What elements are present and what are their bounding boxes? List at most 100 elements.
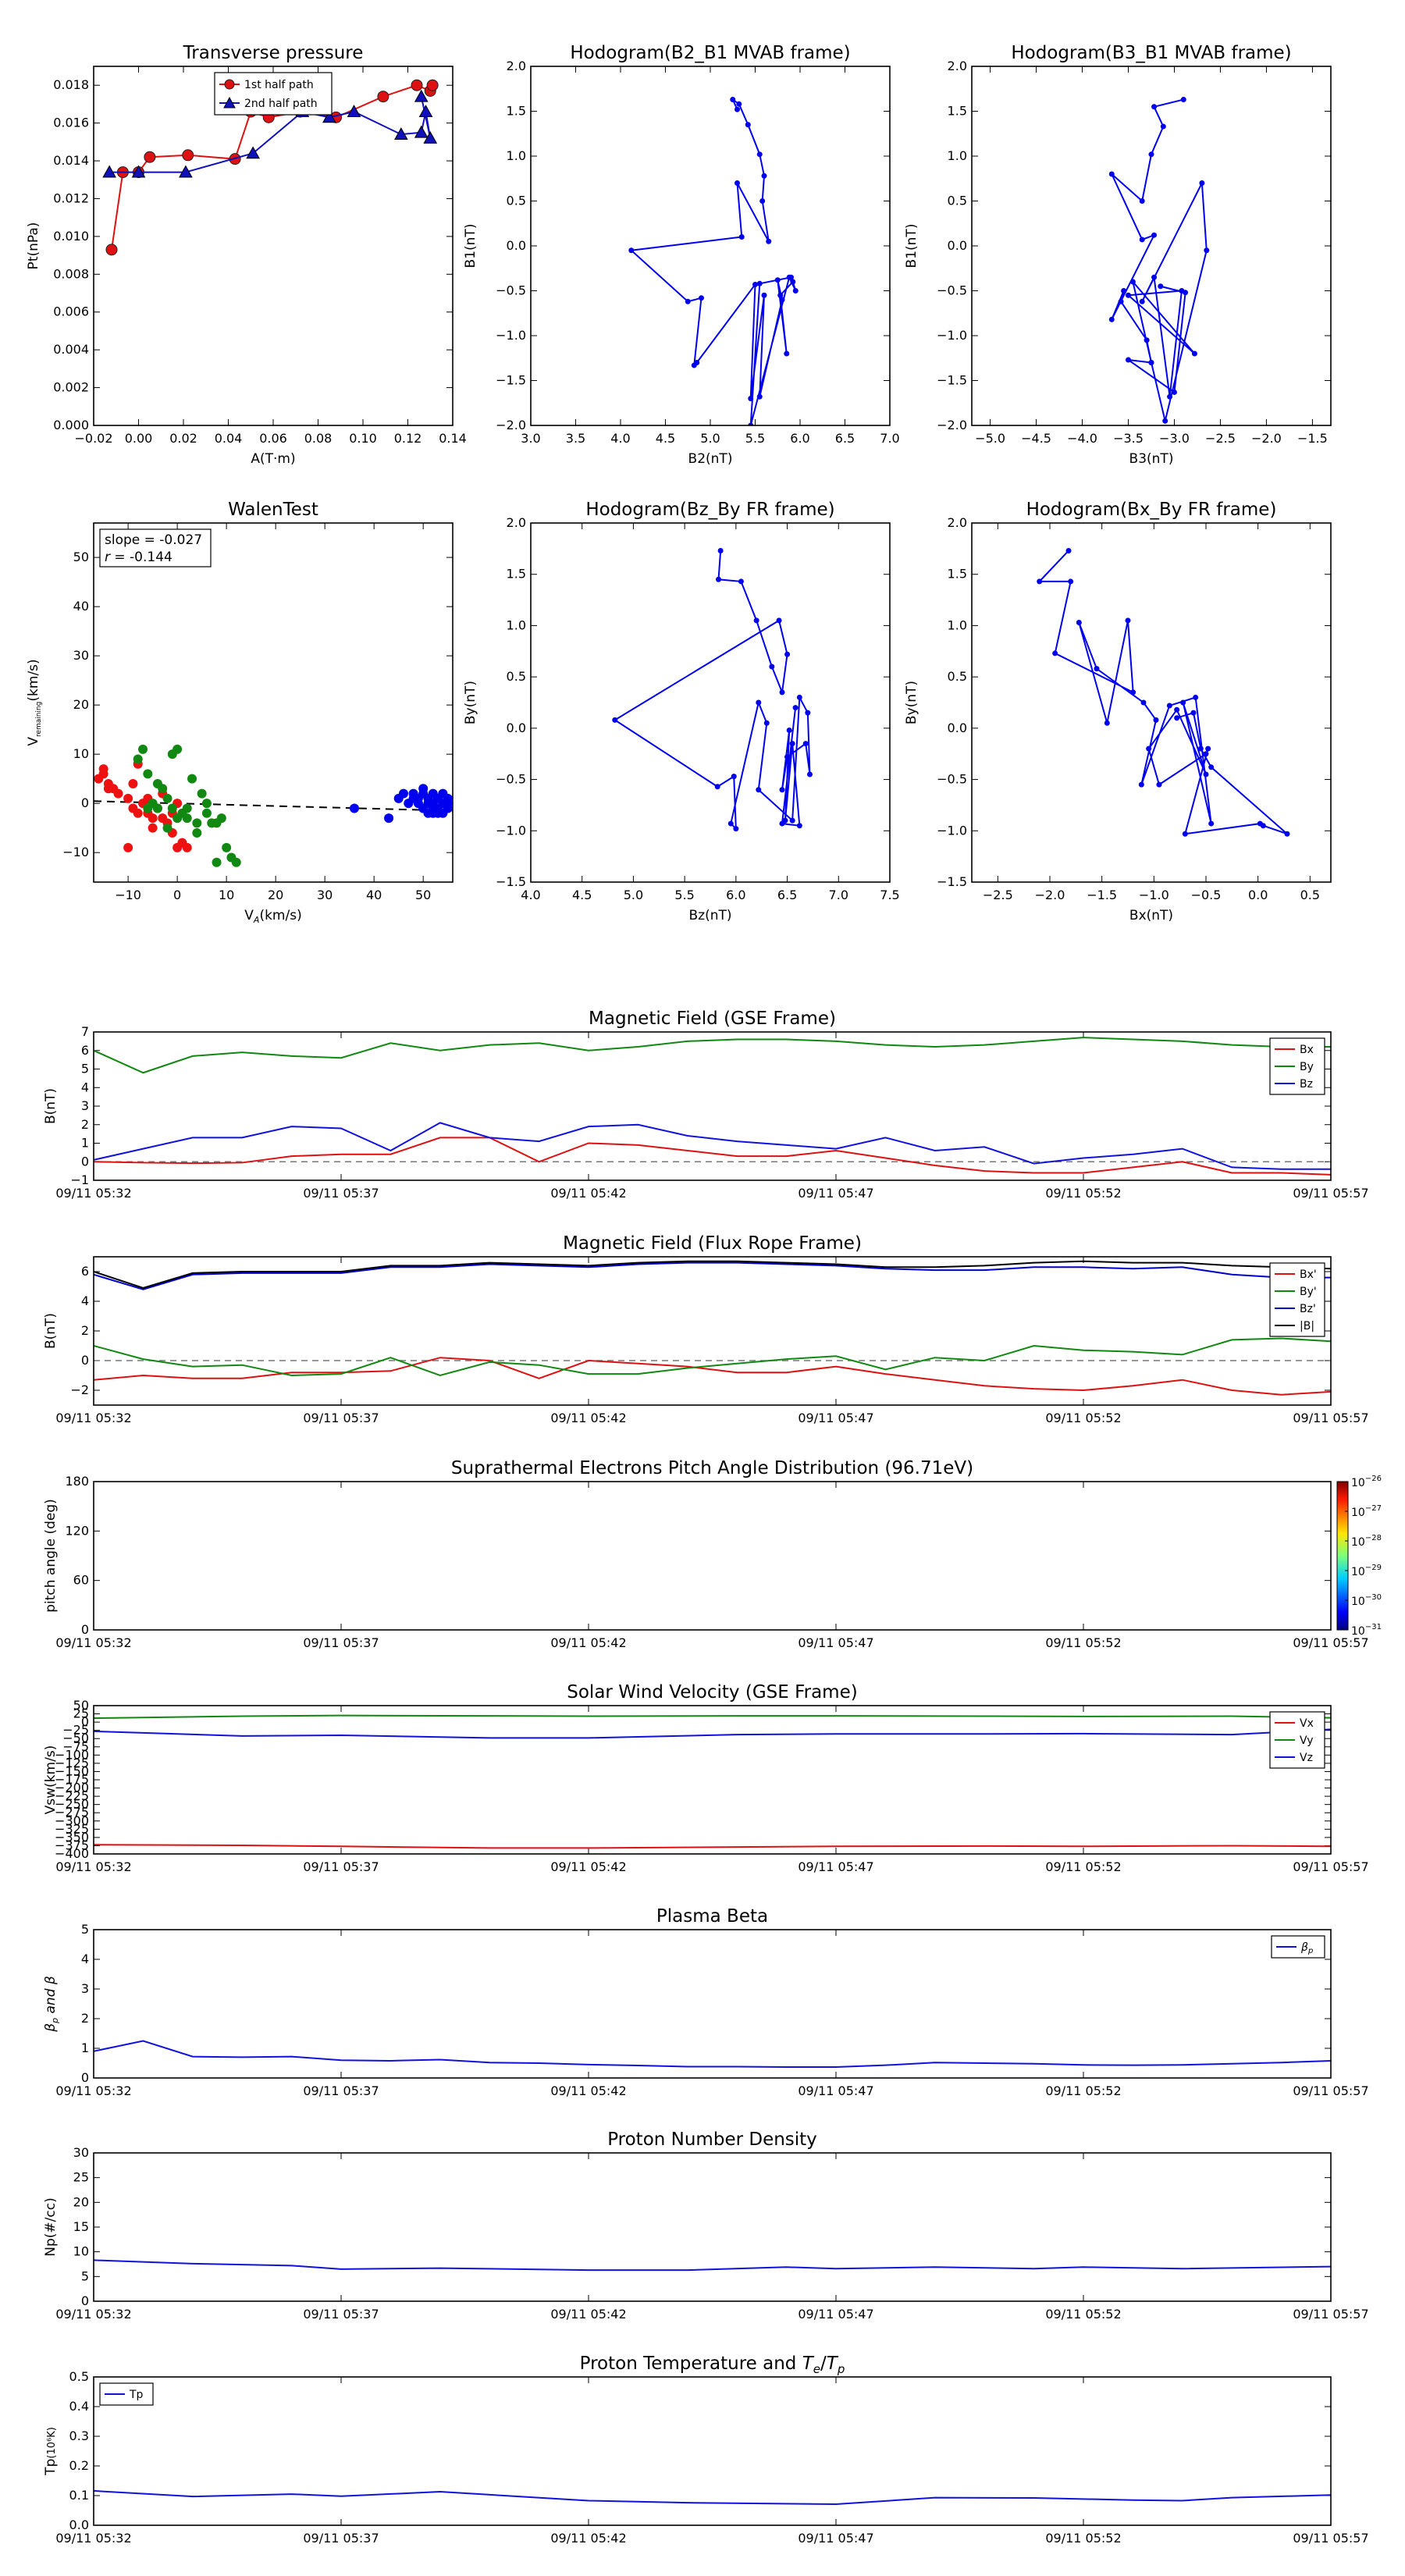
- transverse-pressure-2nd-half-path-point: [179, 165, 193, 178]
- plasma-beta-ytick-label: 0: [81, 2070, 89, 2085]
- hodogram-b3-b1-series-0-point: [1108, 316, 1115, 322]
- hodogram-b3-b1-ytick-label: −2.0: [937, 418, 967, 432]
- proton-temperature-ytick-label: 0.5: [69, 2369, 89, 2384]
- hodogram-b3-b1-series-0-point: [1167, 393, 1173, 400]
- walen-test-series-1-point: [167, 803, 177, 813]
- plasma-beta-xtick-label: 09/11 05:32: [55, 2083, 131, 2098]
- proton-density-data: [94, 2259, 1331, 2272]
- magnetic-field-gse-ytick-label: 3: [81, 1098, 89, 1113]
- walen-test-xtick-label: 20: [268, 888, 283, 902]
- pitch-angle-xtick-label: 09/11 05:37: [303, 1635, 379, 1650]
- hodogram-bz-by-series-0-point: [796, 823, 802, 829]
- solar-wind-velocity-legend-label: Vz: [1300, 1752, 1313, 1764]
- proton-temperature-ylabel: Tp(10⁶K): [43, 2427, 59, 2476]
- walen-test-series-1-point: [222, 842, 232, 852]
- hodogram-b3-b1-ytick-label: 0.5: [948, 194, 967, 208]
- magnetic-field-gse-ytick-label: 5: [81, 1062, 89, 1076]
- walen-test-series-0-point: [98, 764, 108, 774]
- plasma-beta-ylabel: βp and β: [43, 1976, 60, 2033]
- transverse-pressure-2nd-half-path-point: [423, 130, 438, 144]
- hodogram-b2-b1-series-0-point: [699, 295, 704, 301]
- walen-test-xtick-label: 0: [173, 888, 181, 902]
- plasma-beta-legend-label: βp: [1300, 1941, 1313, 1955]
- hodogram-b2-b1-series-0-point: [738, 234, 745, 240]
- hodogram-b2-b1-series-0-point: [792, 288, 799, 294]
- hodogram-b2-b1-series-0-point: [735, 106, 740, 112]
- walen-test-series-1-point: [162, 793, 173, 803]
- walen-test-series-2-point: [413, 793, 423, 803]
- proton-density-ytick-label: 20: [73, 2194, 89, 2209]
- hodogram-bx-by-series-0-point: [1203, 751, 1209, 757]
- walen-test-series-0-point: [148, 823, 158, 833]
- solar-wind-velocity-vy-line: [94, 1714, 1331, 1720]
- proton-temperature-title: Proton Temperature and Te/Tp: [580, 2354, 845, 2376]
- transverse-pressure-xtick-label: 0.02: [169, 431, 197, 446]
- proton-temperature-xtick-label: 09/11 05:57: [1293, 2531, 1368, 2546]
- walen-test-series-1-point: [173, 813, 183, 824]
- walen-test-series-1-point: [201, 799, 212, 809]
- plasma-beta-xtick-label: 09/11 05:57: [1293, 2083, 1368, 2098]
- walen-test-axes-frame: [93, 522, 454, 883]
- hodogram-bx-by-ytick-label: 1.0: [948, 617, 967, 632]
- plasma-beta-xtick-label: 09/11 05:42: [550, 2083, 626, 2098]
- magnetic-field-fr-ytick-label: 2: [81, 1323, 89, 1338]
- hodogram-bz-by-xtick-label: 5.0: [624, 888, 643, 902]
- proton-temperature-ytick-label: 0.4: [69, 2399, 89, 2414]
- plasma-beta-ytick-label: 5: [81, 1922, 89, 1937]
- proton-temperature-tp-line: [94, 2489, 1331, 2506]
- plasma-beta-xtick-label: 09/11 05:52: [1045, 2083, 1121, 2098]
- hodogram-bz-by-series-0-point: [796, 694, 802, 700]
- hodogram-b2-b1-ytick-label: −1.5: [496, 373, 526, 388]
- hodogram-bx-by-title: Hodogram(Bx_By FR frame): [1026, 500, 1277, 520]
- hodogram-bz-by-series-0-point: [792, 705, 799, 711]
- walen-test-series-1-point: [201, 808, 212, 818]
- hodogram-bx-by-series-0-point: [1156, 781, 1162, 788]
- transverse-pressure-xtick-label: −0.02: [74, 431, 112, 446]
- transverse-pressure-ytick-label: 0.014: [53, 153, 89, 168]
- walen-test-series-1-point: [197, 788, 207, 799]
- hodogram-bz-by-xtick-label: 4.5: [572, 888, 592, 902]
- plasma-beta-data: [94, 2040, 1331, 2068]
- plasma-beta-xtick-label: 09/11 05:37: [303, 2083, 379, 2098]
- hodogram-bx-by-series-0-point: [1068, 578, 1074, 585]
- transverse-pressure-2nd-half-path-point: [418, 105, 433, 118]
- walen-test-series-1-point: [162, 823, 173, 833]
- hodogram-b3-b1-series-0-point: [1151, 232, 1158, 238]
- transverse-pressure-1st-half-path-point: [426, 79, 439, 91]
- hodogram-b3-b1-series-0-point: [1139, 298, 1145, 304]
- pitch-angle-axes-frame: [93, 1481, 1332, 1631]
- proton-density-series-0-line: [94, 2259, 1331, 2272]
- hodogram-b2-b1-series-0-point: [774, 277, 781, 283]
- hodogram-bx-by-xtick-label: −2.0: [1035, 888, 1065, 902]
- transverse-pressure-xtick-label: 0.00: [125, 431, 153, 446]
- hodogram-b2-b1-series-0-point: [736, 101, 742, 107]
- solar-wind-velocity-ytick-label: −225: [55, 1788, 89, 1803]
- hodogram-bz-by-data: [612, 547, 813, 832]
- hodogram-b2-b1-series-0-point: [756, 280, 763, 286]
- pitch-angle-ylabel: pitch angle (deg): [43, 1499, 59, 1613]
- solar-wind-velocity-ytick-label: 25: [73, 1706, 89, 1721]
- hodogram-b3-b1-series-0-point: [1151, 274, 1158, 280]
- solar-wind-velocity-xtick-label: 09/11 05:52: [1045, 1859, 1121, 1874]
- transverse-pressure-ytick-label: 0.008: [53, 266, 89, 281]
- magnetic-field-fr-xtick-label: 09/11 05:32: [55, 1411, 131, 1425]
- hodogram-bz-by-xtick-label: 5.5: [674, 888, 694, 902]
- hodogram-b3-b1-xlabel: B3(nT): [1129, 451, 1174, 467]
- hodogram-bz-by-ytick-label: 2.0: [507, 515, 526, 530]
- plasma-beta-legend: βp: [1271, 1935, 1325, 1959]
- transverse-pressure-1st-half-path-point: [377, 91, 389, 103]
- hodogram-bz-by-series-0-point: [716, 576, 722, 582]
- transverse-pressure-ytick-label: 0.004: [53, 342, 89, 357]
- transverse-pressure-2nd-half-path-point: [322, 110, 336, 123]
- hodogram-b2-b1-ylabel: B1(nT): [463, 224, 478, 269]
- walen-test-annotation: slope = -0.027 r = -0.144: [99, 528, 212, 568]
- plasma-beta-ytick-label: 4: [81, 1952, 89, 1966]
- magnetic-field-fr-bx--line: [94, 1357, 1331, 1396]
- hodogram-b2-b1-xtick-label: 4.5: [656, 431, 675, 446]
- solar-wind-velocity-ytick-label: −375: [55, 1838, 89, 1852]
- hodogram-bz-by-series-0-point: [738, 578, 744, 585]
- magnetic-field-fr-ytick-label: 6: [81, 1264, 89, 1279]
- hodogram-b3-b1-xtick-label: −4.5: [1021, 431, 1051, 446]
- solar-wind-velocity-xtick-label: 09/11 05:47: [798, 1859, 873, 1874]
